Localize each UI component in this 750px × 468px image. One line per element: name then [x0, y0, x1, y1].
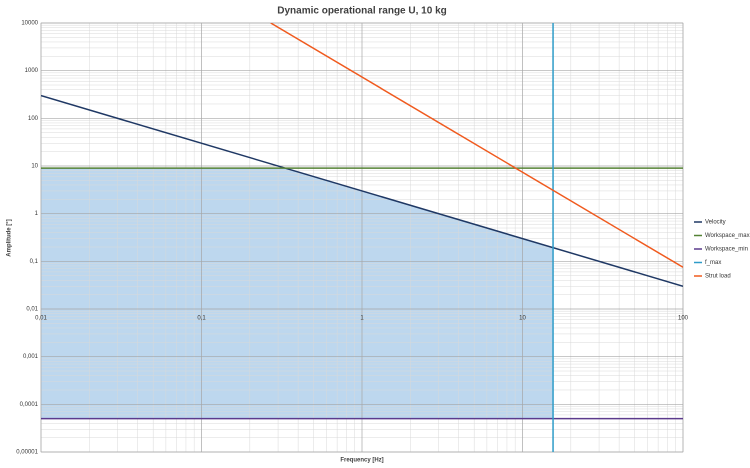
x-tick-label: 100	[678, 316, 689, 322]
y-tick-label: 0,1	[30, 259, 39, 265]
legend-label: Velocity	[705, 220, 726, 226]
chart-title: Dynamic operational range U, 10 kg	[277, 6, 447, 17]
y-tick-label: 0,0001	[20, 402, 39, 408]
y-tick-label: 10	[31, 164, 38, 170]
legend-label: Workspace_max	[705, 233, 750, 239]
y-tick-label: 10000	[21, 21, 38, 27]
legend-label: Strut load	[705, 274, 731, 280]
x-tick-label: 0,01	[35, 316, 47, 322]
y-tick-label: 100	[28, 116, 39, 122]
series-line	[41, 94, 683, 287]
x-tick-label: 0,1	[197, 316, 206, 322]
y-axis-title: Amplitude [°]	[7, 219, 13, 256]
x-axis-title: Frequency [Hz]	[340, 458, 383, 464]
series-line	[270, 23, 683, 268]
y-tick-label: 0,01	[26, 307, 38, 313]
legend-label: Workspace_min	[705, 247, 748, 253]
operating-region	[41, 168, 554, 419]
x-tick-label: 10	[519, 316, 526, 322]
y-tick-label: 0,00001	[16, 450, 38, 456]
y-tick-label: 1	[35, 211, 39, 217]
y-tick-label: 0,001	[23, 354, 39, 360]
legend-label: f_max	[705, 260, 721, 266]
x-tick-label: 1	[360, 316, 364, 322]
y-tick-label: 1000	[25, 68, 39, 74]
